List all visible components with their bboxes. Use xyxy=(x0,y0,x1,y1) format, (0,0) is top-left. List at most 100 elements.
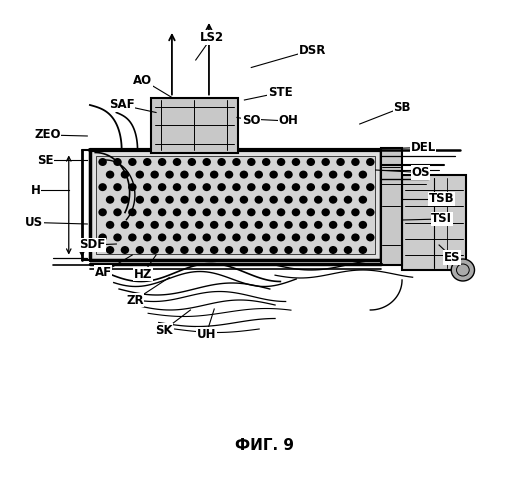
Circle shape xyxy=(254,246,263,254)
Circle shape xyxy=(121,170,129,178)
Circle shape xyxy=(314,246,323,254)
Circle shape xyxy=(322,183,330,191)
Circle shape xyxy=(158,158,166,166)
Circle shape xyxy=(366,234,375,241)
Circle shape xyxy=(299,221,308,229)
Text: ZR: ZR xyxy=(126,294,144,306)
Circle shape xyxy=(351,234,360,241)
Circle shape xyxy=(232,158,241,166)
Circle shape xyxy=(195,221,204,229)
Circle shape xyxy=(188,234,196,241)
Polygon shape xyxy=(151,98,238,152)
Circle shape xyxy=(128,158,136,166)
Circle shape xyxy=(98,234,107,241)
Circle shape xyxy=(359,196,367,203)
Circle shape xyxy=(143,208,151,216)
Circle shape xyxy=(344,196,352,203)
Circle shape xyxy=(284,221,293,229)
Text: AF: AF xyxy=(95,266,112,279)
Circle shape xyxy=(329,221,338,229)
Circle shape xyxy=(336,208,345,216)
Circle shape xyxy=(135,170,144,178)
Circle shape xyxy=(307,158,315,166)
Circle shape xyxy=(180,221,189,229)
Circle shape xyxy=(322,208,330,216)
Text: TSB: TSB xyxy=(429,192,454,205)
Text: OH: OH xyxy=(278,114,298,128)
Circle shape xyxy=(254,170,263,178)
Text: SB: SB xyxy=(393,101,411,114)
Circle shape xyxy=(165,170,174,178)
Circle shape xyxy=(106,170,114,178)
Circle shape xyxy=(158,208,166,216)
Circle shape xyxy=(217,158,226,166)
Circle shape xyxy=(299,170,308,178)
Circle shape xyxy=(121,246,129,254)
Circle shape xyxy=(336,234,345,241)
Text: DSR: DSR xyxy=(298,44,326,57)
Circle shape xyxy=(359,170,367,178)
Circle shape xyxy=(225,170,233,178)
Circle shape xyxy=(284,196,293,203)
Circle shape xyxy=(180,170,189,178)
Circle shape xyxy=(173,234,181,241)
Circle shape xyxy=(269,221,278,229)
Circle shape xyxy=(366,158,375,166)
Circle shape xyxy=(106,246,114,254)
Circle shape xyxy=(247,158,256,166)
Circle shape xyxy=(344,246,352,254)
Circle shape xyxy=(344,170,352,178)
Circle shape xyxy=(291,234,300,241)
Circle shape xyxy=(217,234,226,241)
Circle shape xyxy=(232,208,241,216)
Text: OS: OS xyxy=(412,166,430,179)
Circle shape xyxy=(314,221,323,229)
Circle shape xyxy=(195,246,204,254)
Text: STE: STE xyxy=(268,86,293,99)
Circle shape xyxy=(195,196,204,203)
Circle shape xyxy=(98,158,107,166)
Circle shape xyxy=(307,208,315,216)
Circle shape xyxy=(314,196,323,203)
Circle shape xyxy=(143,234,151,241)
Circle shape xyxy=(121,221,129,229)
Circle shape xyxy=(225,196,233,203)
Circle shape xyxy=(203,158,211,166)
Circle shape xyxy=(106,196,114,203)
Circle shape xyxy=(366,208,375,216)
Circle shape xyxy=(240,221,248,229)
Circle shape xyxy=(113,158,122,166)
Circle shape xyxy=(203,208,211,216)
Circle shape xyxy=(240,196,248,203)
Circle shape xyxy=(262,183,270,191)
Circle shape xyxy=(299,196,308,203)
Circle shape xyxy=(232,234,241,241)
Circle shape xyxy=(113,234,122,241)
Text: H: H xyxy=(31,184,41,196)
Circle shape xyxy=(165,221,174,229)
Circle shape xyxy=(277,208,285,216)
Circle shape xyxy=(173,183,181,191)
Circle shape xyxy=(336,183,345,191)
Circle shape xyxy=(359,246,367,254)
Polygon shape xyxy=(90,150,381,260)
Circle shape xyxy=(307,183,315,191)
Circle shape xyxy=(128,234,136,241)
Circle shape xyxy=(143,158,151,166)
Circle shape xyxy=(359,221,367,229)
Circle shape xyxy=(329,170,338,178)
Text: SO: SO xyxy=(242,114,260,126)
Circle shape xyxy=(203,234,211,241)
Circle shape xyxy=(366,183,375,191)
Circle shape xyxy=(188,158,196,166)
Circle shape xyxy=(351,158,360,166)
Circle shape xyxy=(210,221,218,229)
Circle shape xyxy=(247,208,256,216)
Polygon shape xyxy=(96,156,375,254)
Circle shape xyxy=(322,158,330,166)
Circle shape xyxy=(329,196,338,203)
Circle shape xyxy=(291,183,300,191)
Circle shape xyxy=(322,234,330,241)
Circle shape xyxy=(225,246,233,254)
Circle shape xyxy=(135,246,144,254)
